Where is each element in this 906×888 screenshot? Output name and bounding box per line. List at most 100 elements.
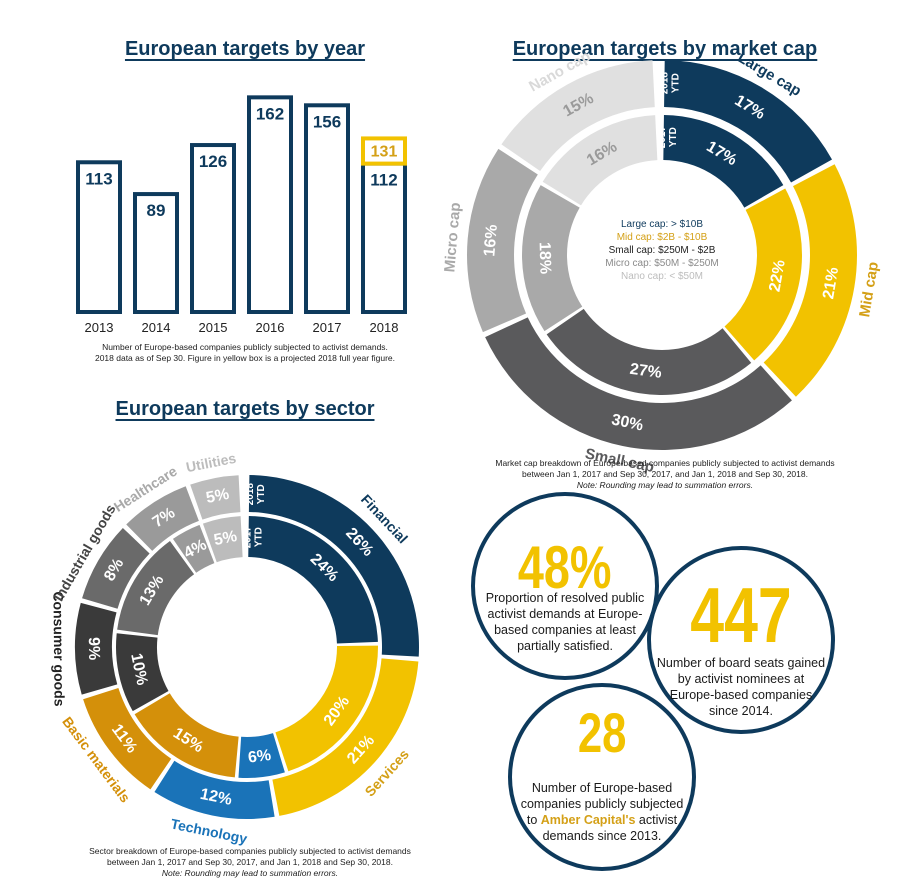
svg-text:2017: 2017 — [243, 526, 254, 549]
svg-text:YTD: YTD — [256, 484, 267, 504]
stat-28-line: Number of Europe-based — [531, 781, 673, 795]
sector-pct-label-0-2: 12% — [199, 786, 234, 809]
cap-legend-item-0: Large cap: > $10B — [621, 219, 703, 230]
year-chart-title: European targets by year — [124, 38, 366, 60]
sector-category-label-consumer-goods: Consumer goods — [50, 591, 67, 706]
bar-2013 — [76, 160, 122, 315]
stat-circle-48 — [471, 492, 659, 680]
sector-arc-0-utilities — [190, 475, 241, 520]
sector-arc-1-technology — [238, 733, 285, 778]
cap-legend-item-1: Mid cap: $2B - $10B — [617, 232, 708, 243]
cap-arc-0-large-cap — [664, 60, 833, 183]
projected-bar-2018 — [361, 136, 407, 166]
amber-capital-highlight: Amber Capital's — [540, 813, 636, 827]
stat-28-line: to — [526, 813, 541, 827]
stat-447-line: by activist nominees at — [677, 672, 805, 686]
stat-text-447: Number of board seats gained by activist… — [644, 655, 838, 719]
svg-text:2017: 2017 — [657, 126, 668, 149]
sector-arc-1-utilities — [202, 516, 243, 563]
svg-text:YTD: YTD — [671, 73, 682, 93]
sector-caption-note: Note: Rounding may lead to summation err… — [161, 868, 339, 878]
stat-value-447: 447 — [690, 572, 792, 659]
stat-447-line: Europe-based companies — [669, 688, 813, 702]
cap-legend-item-2: Small cap: $250M - $2B — [609, 245, 716, 256]
bar-value-label-2018: 112 — [370, 171, 397, 190]
stat-28-line: activist — [635, 813, 678, 827]
sector-arc-1-financial — [248, 516, 378, 644]
bar-value-label-2013: 113 — [85, 169, 112, 188]
cap-arc-0-mid-cap — [763, 164, 857, 397]
sector-caption-line2: between Jan 1, 2017 and Sep 30, 2017, an… — [107, 857, 393, 867]
sector-pct-label-1-4: 10% — [127, 652, 150, 687]
cap-pct-label-1-2: 27% — [629, 361, 663, 382]
bar-value-label-2016: 162 — [256, 104, 284, 123]
svg-text:2018: 2018 — [245, 483, 256, 506]
sector-arc-0-financial — [248, 475, 419, 657]
stat-48-line: partially satisfied. — [517, 639, 613, 653]
cap-arc-1-mid-cap — [724, 188, 802, 361]
cap-arc-1-micro-cap — [522, 185, 583, 332]
market-cap-donut-chart: 17%21%30%16%15%17%22%27%18%16%2018 YTD201… — [441, 48, 882, 476]
stat-text-28: Number of Europe-based companies publicl… — [505, 780, 699, 844]
sector-arc-0-services — [272, 658, 419, 816]
stat-447-line: Number of board seats gained — [656, 656, 826, 670]
year-chart-caption: Number of Europe-based companies publicl… — [40, 342, 450, 364]
bar-2018 — [361, 161, 407, 314]
stat-circle-447 — [647, 546, 835, 734]
sector-pct-label-0-7: 5% — [205, 486, 231, 507]
year-caption-line1: Number of Europe-based companies publicl… — [102, 342, 388, 352]
cap-arc-0-nano-cap — [501, 60, 655, 172]
sector-pct-label-1-7: 5% — [212, 528, 238, 549]
stat-circle-28 — [508, 683, 696, 871]
x-tick-label-2015: 2015 — [199, 320, 228, 335]
sector-arc-1-consumer-goods — [116, 633, 169, 712]
cap-arc-0-micro-cap — [467, 148, 538, 333]
cap-arc-1-large-cap — [663, 115, 784, 208]
bar-2014 — [133, 192, 179, 314]
x-tick-label-2016: 2016 — [256, 320, 285, 335]
cap-caption-line1: Market cap breakdown of Europe-based com… — [495, 458, 835, 468]
bar-2017 — [304, 103, 350, 314]
sector-arc-1-services — [275, 645, 378, 772]
projected-value-label-2018: 131 — [371, 143, 398, 160]
sector-arc-0-technology — [154, 760, 275, 819]
cap-pct-label-0-2: 30% — [610, 411, 645, 434]
sector-caption-line1: Sector breakdown of Europe-based compani… — [89, 846, 411, 856]
sector-arc-1-industrial-goods — [117, 541, 195, 636]
cap-chart-caption: Market cap breakdown of Europe-based com… — [455, 458, 875, 491]
sector-ring-label-1: 2017 YTD — [243, 526, 265, 549]
year-bar-chart: 113 2013 89 2014 126 2015 162 2016 156 2017 112 201… — [76, 95, 407, 335]
cap-ring-label-0: 2018 YTD — [660, 72, 682, 95]
x-tick-label-2014: 2014 — [142, 320, 171, 335]
x-tick-label-2017: 2017 — [313, 320, 342, 335]
stat-value-28: 28 — [578, 702, 627, 764]
stat-48-line: based companies at least — [494, 623, 636, 637]
stat-28-line: demands since 2013. — [542, 829, 662, 843]
svg-text:2018: 2018 — [660, 72, 671, 95]
sector-ring-label-0: 2018 YTD — [245, 483, 267, 506]
bar-value-label-2015: 126 — [199, 152, 227, 171]
stat-value-48: 48% — [518, 534, 612, 601]
cap-category-label-micro-cap: Micro cap — [441, 202, 464, 273]
cap-chart-title: European targets by market cap — [512, 38, 818, 60]
cap-legend-item-3: Micro cap: $50M - $250M — [605, 258, 718, 269]
sector-arc-1-basic-materials — [134, 693, 239, 778]
cap-arc-1-nano-cap — [542, 115, 658, 206]
x-tick-label-2018: 2018 — [370, 320, 399, 335]
sector-arc-0-consumer-goods — [74, 602, 118, 695]
sector-chart-title: European targets by sector — [115, 398, 375, 420]
sector-pct-label-1-2: 6% — [247, 747, 272, 767]
cap-ring-label-1: 2017 YTD — [657, 126, 679, 149]
cap-pct-label-0-1: 21% — [820, 266, 842, 300]
sector-arc-0-industrial-goods — [82, 527, 150, 609]
stat-447-line: since 2014. — [709, 704, 773, 718]
cap-caption-note: Note: Rounding may lead to summation err… — [576, 480, 754, 490]
stat-28-line: companies publicly subjected — [520, 797, 684, 811]
bar-value-label-2017: 156 — [313, 112, 341, 131]
cap-arc-0-small-cap — [485, 317, 792, 450]
year-caption-line2: 2018 data as of Sep 30. Figure in yellow… — [94, 353, 396, 363]
stat-text-48: Proportion of resolved public activist d… — [468, 590, 662, 654]
svg-text:YTD: YTD — [668, 127, 679, 147]
